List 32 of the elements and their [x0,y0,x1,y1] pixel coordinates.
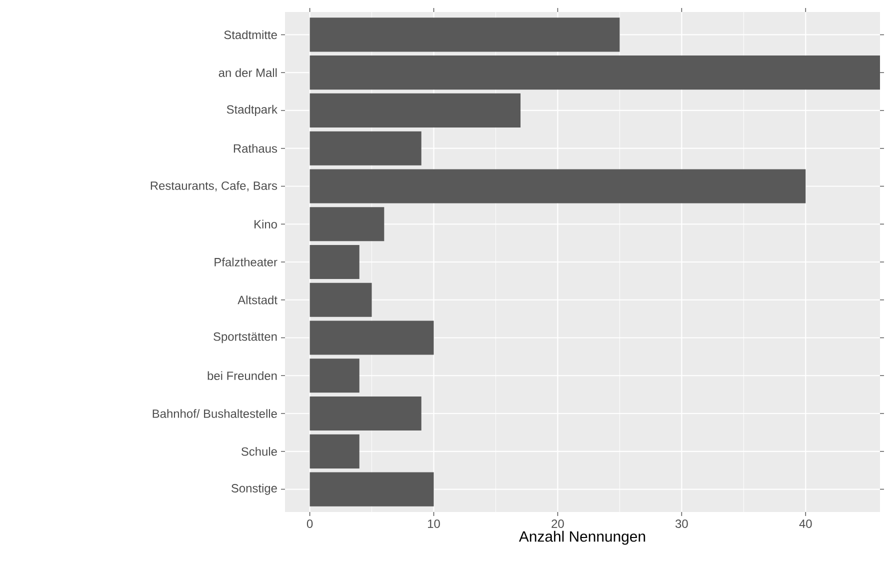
bar [310,244,360,280]
y-tick-label: Stadtmitte [224,30,277,40]
x-tick-label: 40 [799,520,812,528]
bar [310,320,434,355]
y-tick-label: Sportstätten [214,332,277,344]
bar [310,131,422,166]
y-tick-label: bei Freunden [208,371,277,380]
x-tick-label: 0 [306,520,313,528]
y-tick-label: Schule [241,447,277,456]
y-tick-label: Pfalztheater [214,258,278,266]
x-axis-title: Anzahl Nennungen [518,530,646,545]
bar [310,396,422,431]
bar [310,169,806,204]
y-tick-label: an der Mall [218,68,277,77]
y-tick-label: Altstadt [238,295,278,304]
bar [310,282,372,317]
bar [310,93,521,128]
y-tick-label: Sonstige [232,484,277,495]
bar [310,434,360,468]
y-tick-label: Stadtpark [226,104,278,116]
bar [310,207,384,242]
x-tick-label: 10 [428,520,440,528]
x-tick-label: 30 [675,520,688,528]
bar [310,472,434,506]
y-tick-label: Restaurants, Cafe, Bars [150,181,278,192]
bar [310,56,880,90]
x-tick-label: 20 [552,520,564,528]
y-tick-label: Bahnhof/ Bushaltestelle [152,409,277,418]
bar [310,358,360,393]
y-tick-label: Rathaus [234,144,278,153]
y-tick-label: Kino [254,220,277,228]
bar [310,18,620,52]
